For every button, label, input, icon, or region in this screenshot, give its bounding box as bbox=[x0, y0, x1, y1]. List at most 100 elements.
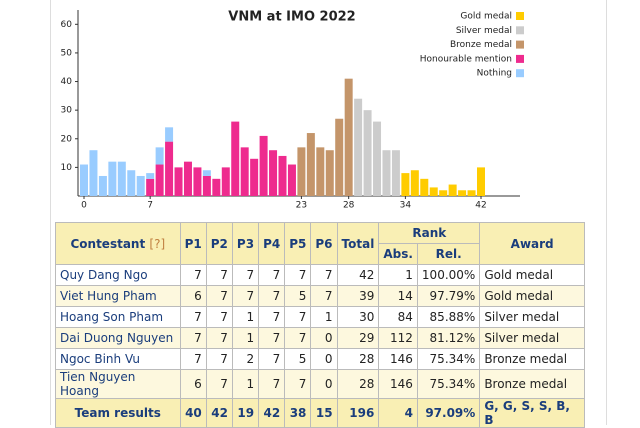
contestant-name[interactable]: Viet Hung Pham bbox=[55, 285, 181, 307]
score: 7 bbox=[179, 348, 207, 370]
abs-header: Abs. bbox=[378, 243, 418, 265]
table-row: Dai Duong Nguyen 7 7 1 7 7 0 29 112 81.12% Silver … bbox=[55, 327, 585, 349]
bar bbox=[221, 167, 230, 196]
bar bbox=[165, 141, 174, 196]
bar bbox=[80, 164, 88, 196]
score: 7 bbox=[205, 327, 233, 349]
bar bbox=[363, 110, 372, 196]
contestant-name[interactable]: Hoang Son Pham bbox=[55, 306, 181, 328]
score: 1 bbox=[231, 327, 260, 349]
bar bbox=[183, 161, 192, 196]
score: 40 bbox=[179, 398, 207, 428]
bar bbox=[477, 167, 485, 196]
score: 97.79% bbox=[416, 285, 481, 307]
header-row: Contestant [?] P1 P2 P3 P4 P5 P6 Total Rank Awar… bbox=[55, 222, 585, 265]
contestant-name[interactable]: Quy Dang Ngo bbox=[55, 264, 181, 286]
legend-swatch bbox=[516, 26, 524, 35]
y-tick-label: 60 bbox=[61, 20, 73, 30]
bar bbox=[240, 147, 249, 196]
bar bbox=[458, 190, 467, 196]
bar bbox=[165, 127, 174, 142]
bar bbox=[429, 187, 438, 196]
score: 14 bbox=[378, 285, 418, 307]
score: 7 bbox=[284, 264, 312, 286]
contestant-header[interactable]: Contestant [?] bbox=[55, 222, 181, 265]
bar bbox=[391, 150, 400, 196]
problem-header: P1 bbox=[179, 222, 207, 265]
score: 7 bbox=[310, 285, 338, 307]
y-tick-label: 30 bbox=[61, 106, 73, 116]
bar bbox=[344, 78, 353, 196]
bar bbox=[306, 133, 315, 196]
score: 196 bbox=[336, 398, 380, 428]
bar bbox=[155, 164, 164, 196]
legend-swatch bbox=[516, 40, 524, 49]
score: 85.88% bbox=[416, 306, 481, 328]
score: 38 bbox=[284, 398, 312, 428]
contestant-name[interactable]: Tien Nguyen Hoang bbox=[55, 369, 181, 399]
contestant-name[interactable]: Ngoc Binh Vu bbox=[55, 348, 181, 370]
bar bbox=[287, 164, 296, 196]
bar bbox=[439, 190, 448, 196]
score: 7 bbox=[205, 348, 233, 370]
bar bbox=[354, 98, 363, 196]
score: 30 bbox=[336, 306, 380, 328]
x-tick-label: 34 bbox=[400, 201, 412, 211]
bar bbox=[136, 175, 145, 196]
table-row: Viet Hung Pham 6 7 7 7 5 7 39 14 97.79% Gold medal bbox=[55, 285, 585, 307]
bar bbox=[127, 170, 136, 196]
score: 28 bbox=[336, 369, 380, 399]
score: 7 bbox=[258, 306, 286, 328]
score: 6 bbox=[179, 285, 207, 307]
score: 0 bbox=[310, 348, 338, 370]
score: 1 bbox=[231, 369, 260, 399]
legend-swatch bbox=[516, 12, 524, 20]
score: 0 bbox=[310, 327, 338, 349]
score: 84 bbox=[378, 306, 418, 328]
score: 7 bbox=[205, 306, 233, 328]
score: 1 bbox=[310, 306, 338, 328]
score: 0 bbox=[310, 369, 338, 399]
score: 7 bbox=[179, 327, 207, 349]
score: 5 bbox=[284, 285, 312, 307]
y-tick-label: 20 bbox=[61, 134, 73, 144]
x-tick-label: 0 bbox=[81, 201, 87, 211]
bar bbox=[193, 167, 202, 196]
contestant-name[interactable]: Dai Duong Nguyen bbox=[55, 327, 181, 349]
chart: VNM at IMO 2022 10 20 30 40 50 60 0 7 23 28 34 42 Go… bbox=[61, 10, 524, 211]
bar bbox=[297, 147, 306, 196]
sort-toggle[interactable]: [?] bbox=[149, 236, 166, 251]
score: 7 bbox=[258, 327, 286, 349]
legend-label: Nothing bbox=[477, 69, 512, 79]
problem-header: P4 bbox=[258, 222, 286, 265]
score: 7 bbox=[179, 264, 207, 286]
legend-label: Gold medal bbox=[460, 12, 512, 22]
problem-header: P6 bbox=[310, 222, 338, 265]
score: 7 bbox=[205, 264, 233, 286]
bar bbox=[467, 190, 476, 196]
rank-header: Rank bbox=[378, 222, 481, 244]
x-tick-label: 23 bbox=[296, 201, 307, 211]
score: 5 bbox=[284, 348, 312, 370]
results-table: Contestant [?] P1 P2 P3 P4 P5 P6 Total Rank Awar… bbox=[55, 222, 585, 428]
score: 7 bbox=[231, 285, 260, 307]
contestant-name: Team results bbox=[55, 398, 181, 428]
bar bbox=[278, 155, 287, 196]
bar bbox=[108, 161, 117, 196]
bar bbox=[259, 135, 268, 196]
bar bbox=[98, 175, 107, 196]
contestant-label: Contestant bbox=[70, 236, 146, 251]
bar bbox=[325, 150, 334, 196]
x-tick-label: 28 bbox=[343, 201, 355, 211]
y-tick-label: 50 bbox=[61, 48, 73, 58]
score: 15 bbox=[310, 398, 338, 428]
bar bbox=[382, 150, 391, 196]
score: 42 bbox=[205, 398, 233, 428]
score: 7 bbox=[284, 306, 312, 328]
award: Gold medal bbox=[479, 264, 585, 286]
bar bbox=[250, 158, 259, 196]
total-header: Total bbox=[336, 222, 380, 265]
score: 6 bbox=[179, 369, 207, 399]
score: 97.09% bbox=[416, 398, 481, 428]
score: 75.34% bbox=[416, 369, 481, 399]
